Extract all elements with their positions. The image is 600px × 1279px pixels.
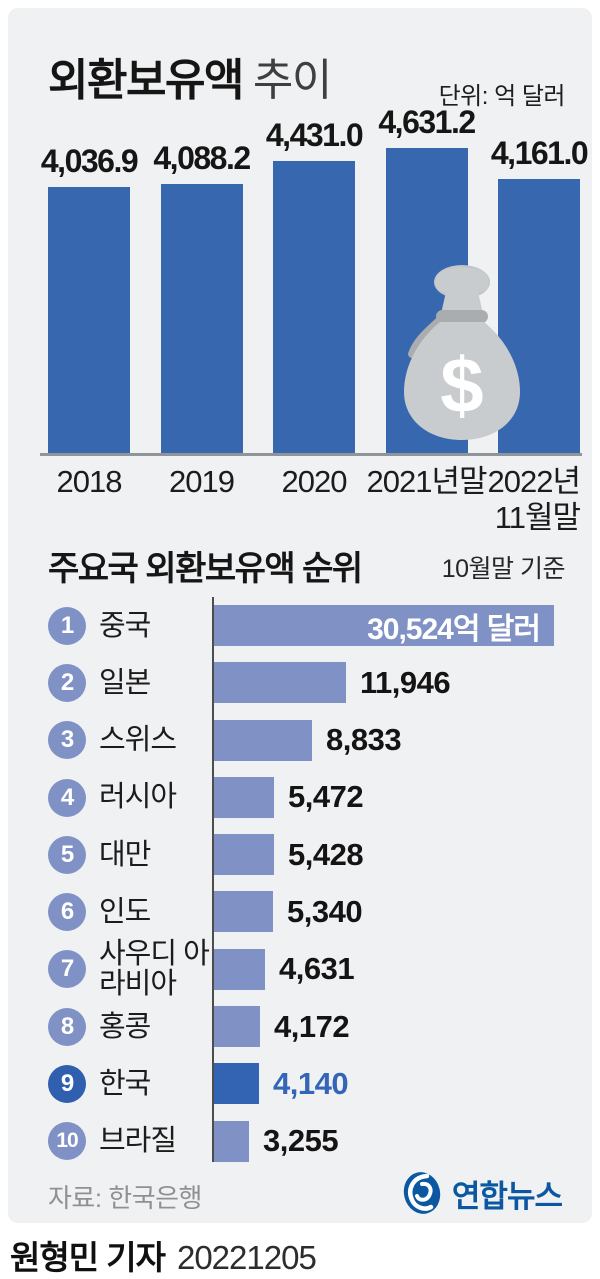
rank-badge: 10 bbox=[48, 1122, 86, 1161]
rank-value: 8,833 bbox=[326, 722, 402, 758]
country-rank-chart: 1 중국 30,524억 달러 2 일본 11,946 3 스위스 8,833 4 러시아 5,472… bbox=[48, 597, 580, 1170]
year-bar-column: 4,088.2 bbox=[153, 140, 251, 453]
rank-value: 5,428 bbox=[288, 836, 364, 872]
country-label: 대만 bbox=[99, 838, 151, 871]
page-title-main: 외환보유액 bbox=[48, 56, 244, 105]
country-label: 러시아 bbox=[99, 781, 177, 814]
rank-badge: 6 bbox=[48, 893, 86, 932]
bar-value-label: 4,161.0 bbox=[490, 135, 589, 171]
rank-badge: 4 bbox=[48, 778, 86, 817]
country-label: 홍콩 bbox=[99, 1010, 151, 1043]
x-tick-label: 2022년 11월말 bbox=[487, 464, 581, 535]
country-label: 한국 bbox=[99, 1067, 151, 1100]
rank-row: 10 브라질 3,255 bbox=[48, 1113, 580, 1170]
x-tick-label: 2019 bbox=[169, 464, 235, 499]
rank-bar bbox=[213, 719, 312, 761]
year-bar bbox=[160, 184, 243, 453]
asof-label: 10월말 기준 bbox=[441, 555, 566, 583]
country-label: 브라질 bbox=[99, 1125, 177, 1158]
page-title: 외환보유액 추이 bbox=[48, 44, 332, 108]
country-label: 인도 bbox=[99, 896, 151, 929]
year-bar-column: 4,036.9 bbox=[41, 143, 139, 453]
yonhap-globe-icon bbox=[403, 1172, 441, 1214]
country-label: 사우디 아라비아 bbox=[99, 938, 210, 1001]
rank-badge: 2 bbox=[48, 663, 86, 702]
bar-value-label: 4,036.9 bbox=[40, 143, 139, 179]
rank-bar-group: 5,472 bbox=[213, 776, 364, 818]
x-tick-label: 2018 bbox=[56, 464, 123, 499]
rank-badge: 9 bbox=[48, 1065, 86, 1104]
rank-value: 4,172 bbox=[274, 1008, 350, 1044]
source-label: 자료: 한국은행 bbox=[48, 1183, 202, 1213]
rank-value: 4,140 bbox=[273, 1065, 349, 1101]
rank-value: 3,255 bbox=[263, 1123, 339, 1159]
rank-value: 11,946 bbox=[360, 664, 451, 700]
rank-bar bbox=[213, 662, 346, 704]
reporter-name: 원형민 기자 bbox=[10, 1239, 166, 1276]
rank-bar-group: 8,833 bbox=[213, 719, 402, 761]
rank-bar-with-value: 30,524억 달러 bbox=[213, 605, 554, 646]
country-label: 일본 bbox=[99, 666, 151, 699]
rank-bar-group: 4,172 bbox=[213, 1006, 350, 1048]
rank-row: 4 러시아 5,472 bbox=[48, 769, 580, 826]
rank-bar-group: 5,340 bbox=[213, 891, 363, 933]
rank-value: 5,340 bbox=[287, 893, 363, 929]
rank-row: 7 사우디 아라비아 4,631 bbox=[48, 938, 580, 1001]
rank-bar bbox=[213, 1063, 259, 1105]
rank-bar-group: 3,255 bbox=[213, 1120, 339, 1162]
x-tick-label: 2020 bbox=[281, 464, 348, 499]
reporter-credit: 원형민 기자 20221205 bbox=[10, 1231, 317, 1279]
rank-bar bbox=[213, 1006, 260, 1048]
rank-bar-group: 4,140 bbox=[213, 1063, 349, 1105]
unit-label: 단위: 억 달러 bbox=[438, 83, 566, 110]
publish-date: 20221205 bbox=[176, 1239, 317, 1276]
money-bag-icon: $ bbox=[404, 265, 520, 440]
rank-bar-group: 30,524억 달러 bbox=[213, 605, 554, 646]
rank-bar-group: 4,631 bbox=[213, 948, 355, 990]
rank-row: 2 일본 11,946 bbox=[48, 654, 580, 711]
country-label: 스위스 bbox=[99, 724, 177, 757]
rank-bar bbox=[213, 834, 274, 876]
dollar-sign: $ bbox=[440, 341, 483, 429]
rank-bar-group: 11,946 bbox=[213, 662, 451, 704]
rank-badge: 3 bbox=[48, 721, 86, 760]
yonhap-wordmark: 연합뉴스 bbox=[451, 1178, 563, 1214]
rank-value: 4,631 bbox=[279, 951, 355, 987]
rank-value: 5,472 bbox=[288, 779, 364, 815]
rank-badge: 5 bbox=[48, 835, 86, 874]
rank-bar bbox=[213, 891, 273, 933]
bar-value-label: 4,088.2 bbox=[153, 140, 251, 176]
rank-row: 5 대만 5,428 bbox=[48, 826, 580, 883]
rank-badge: 1 bbox=[48, 606, 86, 645]
x-tick-label: 2021년말 bbox=[366, 464, 487, 499]
year-bar bbox=[48, 187, 130, 453]
rank-bar bbox=[213, 1120, 249, 1162]
rank-bar-group: 5,428 bbox=[213, 834, 364, 876]
rank-row: 6 인도 5,340 bbox=[48, 883, 580, 940]
x-axis-line bbox=[40, 453, 582, 456]
bar-value-label: 4,431.0 bbox=[265, 117, 364, 153]
year-bar-column: 4,431.0 bbox=[266, 117, 364, 453]
rank-badge: 8 bbox=[48, 1007, 86, 1046]
bar-value-label: 4,631.2 bbox=[378, 104, 476, 140]
year-bar bbox=[273, 161, 355, 453]
rank-bar bbox=[213, 948, 265, 990]
rank-row: 1 중국 30,524억 달러 bbox=[48, 597, 580, 654]
rank-row: 3 스위스 8,833 bbox=[48, 712, 580, 769]
rank-bar bbox=[213, 776, 274, 818]
country-label: 중국 bbox=[99, 609, 151, 642]
rank-row: 9 한국 4,140 bbox=[48, 1055, 580, 1112]
y-axis-line bbox=[212, 597, 214, 1162]
rank-badge: 7 bbox=[48, 950, 86, 989]
rank-row: 8 홍콩 4,172 bbox=[48, 998, 580, 1055]
page-title-sub: 추이 bbox=[252, 56, 332, 105]
yonhap-logo: 연합뉴스 bbox=[399, 1170, 563, 1216]
rank-section-title: 주요국 외환보유액 순위 bbox=[48, 550, 363, 588]
